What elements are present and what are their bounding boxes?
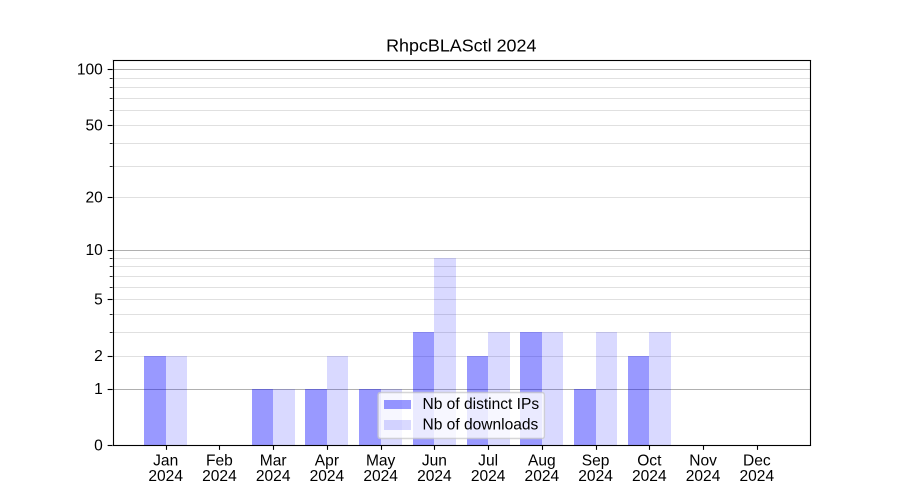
svg-text:Nb of downloads: Nb of downloads [422,417,538,434]
svg-text:2024: 2024 [148,468,183,485]
svg-text:2024: 2024 [310,468,345,485]
svg-text:10: 10 [85,242,103,259]
svg-text:Nov: Nov [689,452,717,469]
svg-text:100: 100 [77,62,103,79]
svg-text:Jul: Jul [478,452,498,469]
svg-text:Dec: Dec [743,452,771,469]
svg-text:5: 5 [94,291,103,308]
svg-text:Nb of distinct IPs: Nb of distinct IPs [422,396,539,413]
svg-text:Apr: Apr [315,452,339,469]
svg-text:2024: 2024 [740,468,775,485]
svg-text:Feb: Feb [206,452,233,469]
svg-text:2024: 2024 [202,468,237,485]
svg-text:May: May [366,452,396,469]
svg-text:Aug: Aug [528,452,556,469]
svg-text:2024: 2024 [256,468,291,485]
svg-text:20: 20 [85,189,103,206]
svg-text:2024: 2024 [363,468,398,485]
svg-text:2024: 2024 [525,468,560,485]
svg-text:2024: 2024 [471,468,506,485]
svg-text:0: 0 [94,437,103,454]
svg-text:RhpcBLASctl 2024: RhpcBLASctl 2024 [386,36,536,56]
svg-text:2024: 2024 [686,468,721,485]
svg-text:1: 1 [94,381,103,398]
svg-text:2024: 2024 [578,468,613,485]
svg-text:Jan: Jan [153,452,178,469]
svg-text:Oct: Oct [637,452,662,469]
svg-text:Sep: Sep [582,452,610,469]
svg-text:2024: 2024 [632,468,667,485]
svg-text:2: 2 [94,348,103,365]
svg-text:50: 50 [85,117,103,134]
svg-text:Mar: Mar [260,452,287,469]
svg-text:Jun: Jun [422,452,447,469]
svg-text:2024: 2024 [417,468,452,485]
